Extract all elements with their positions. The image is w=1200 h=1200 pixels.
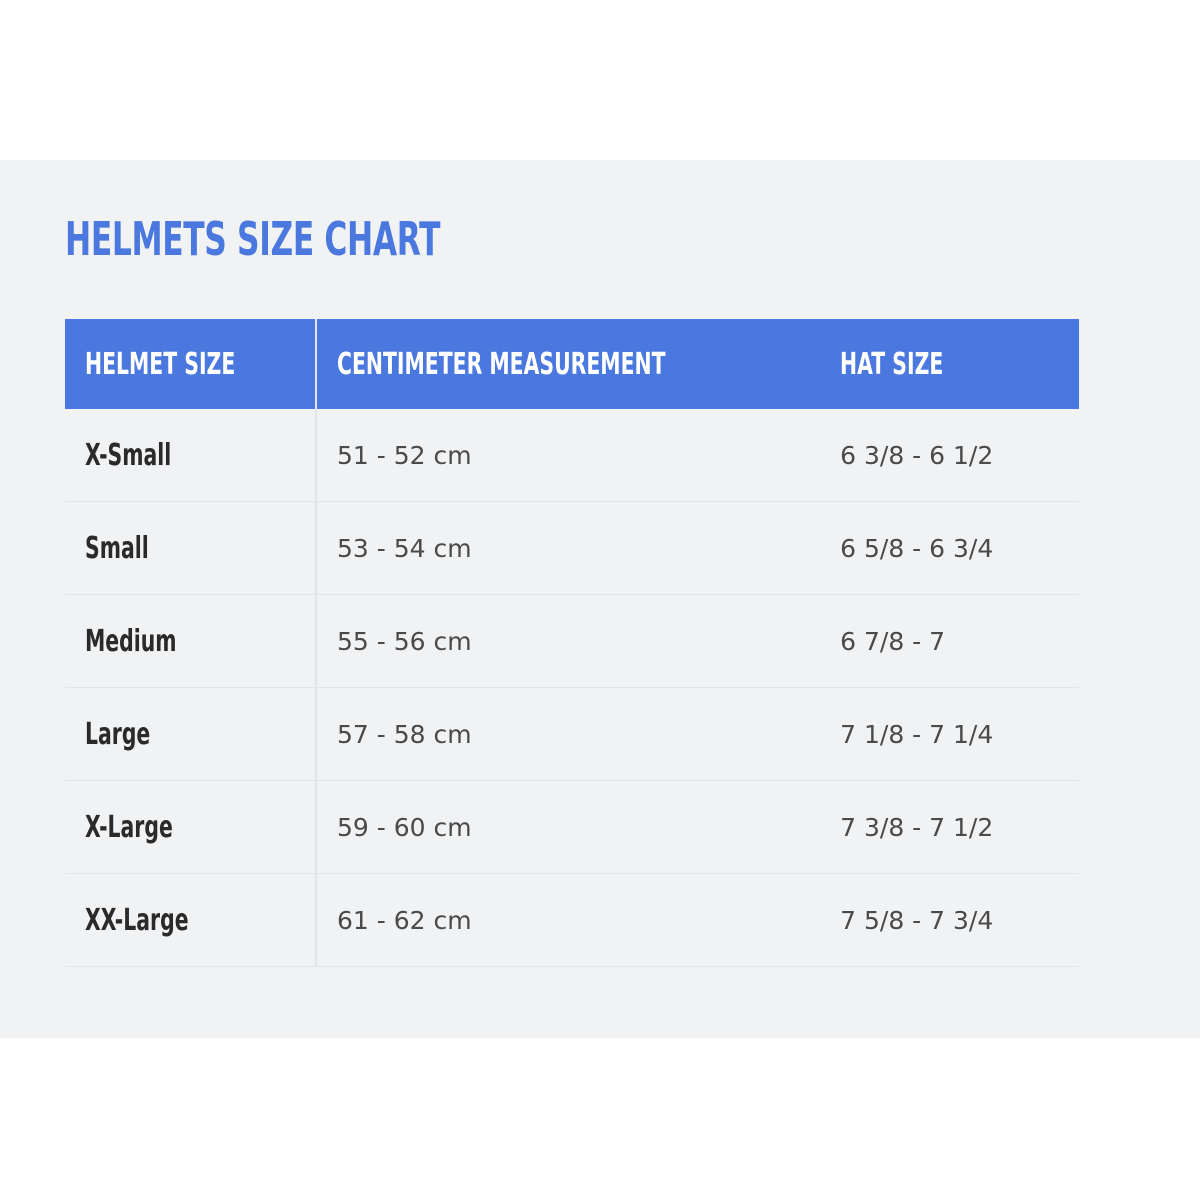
cell-hat-size: 6 5/8 - 6 3/4	[820, 501, 1079, 595]
header-centimeter: CENTIMETER MEASUREMENT	[316, 319, 821, 409]
table-row: XX-Large 61 - 62 cm 7 5/8 - 7 3/4	[65, 873, 1079, 967]
header-helmet-size: HELMET SIZE	[65, 319, 317, 409]
table-row: Small 53 - 54 cm 6 5/8 - 6 3/4	[65, 501, 1079, 595]
cell-hat-size: 7 1/8 - 7 1/4	[820, 687, 1079, 781]
cell-helmet-size: Small	[65, 501, 317, 595]
cell-centimeter: 59 - 60 cm	[316, 780, 821, 874]
table-row: Large 57 - 58 cm 7 1/8 - 7 1/4	[65, 687, 1079, 781]
table-row: Medium 55 - 56 cm 6 7/8 - 7	[65, 594, 1079, 688]
cell-centimeter: 57 - 58 cm	[316, 687, 821, 781]
page-title: HELMETS SIZE CHART	[65, 212, 441, 266]
table-header-row: HELMET SIZE CENTIMETER MEASUREMENT HAT S…	[65, 319, 1079, 409]
cell-centimeter: 61 - 62 cm	[316, 873, 821, 967]
cell-hat-size: 6 3/8 - 6 1/2	[820, 409, 1079, 502]
cell-helmet-size: XX-Large	[65, 873, 317, 967]
cell-helmet-size: Medium	[65, 594, 317, 688]
cell-helmet-size: Large	[65, 687, 317, 781]
header-hat-size: HAT SIZE	[820, 319, 1079, 409]
cell-helmet-size: X-Large	[65, 780, 317, 874]
cell-hat-size: 7 3/8 - 7 1/2	[820, 780, 1079, 874]
cell-hat-size: 7 5/8 - 7 3/4	[820, 873, 1079, 967]
size-chart-table: HELMET SIZE CENTIMETER MEASUREMENT HAT S…	[65, 319, 1079, 967]
cell-helmet-size: X-Small	[65, 409, 317, 502]
cell-hat-size: 6 7/8 - 7	[820, 594, 1079, 688]
cell-centimeter: 51 - 52 cm	[316, 409, 821, 502]
cell-centimeter: 53 - 54 cm	[316, 501, 821, 595]
table-row: X-Small 51 - 52 cm 6 3/8 - 6 1/2	[65, 409, 1079, 502]
table-row: X-Large 59 - 60 cm 7 3/8 - 7 1/2	[65, 780, 1079, 874]
cell-centimeter: 55 - 56 cm	[316, 594, 821, 688]
